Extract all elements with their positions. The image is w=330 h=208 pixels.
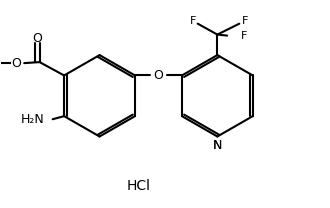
Text: N: N	[213, 139, 222, 152]
Text: O: O	[153, 69, 163, 82]
Text: F: F	[242, 16, 248, 26]
Text: F: F	[241, 31, 248, 41]
Text: O: O	[32, 32, 42, 45]
Text: O: O	[12, 57, 21, 70]
Text: HCl: HCl	[127, 179, 151, 193]
Text: N: N	[213, 139, 222, 152]
Text: F: F	[190, 16, 196, 26]
Text: H₂N: H₂N	[21, 113, 45, 126]
